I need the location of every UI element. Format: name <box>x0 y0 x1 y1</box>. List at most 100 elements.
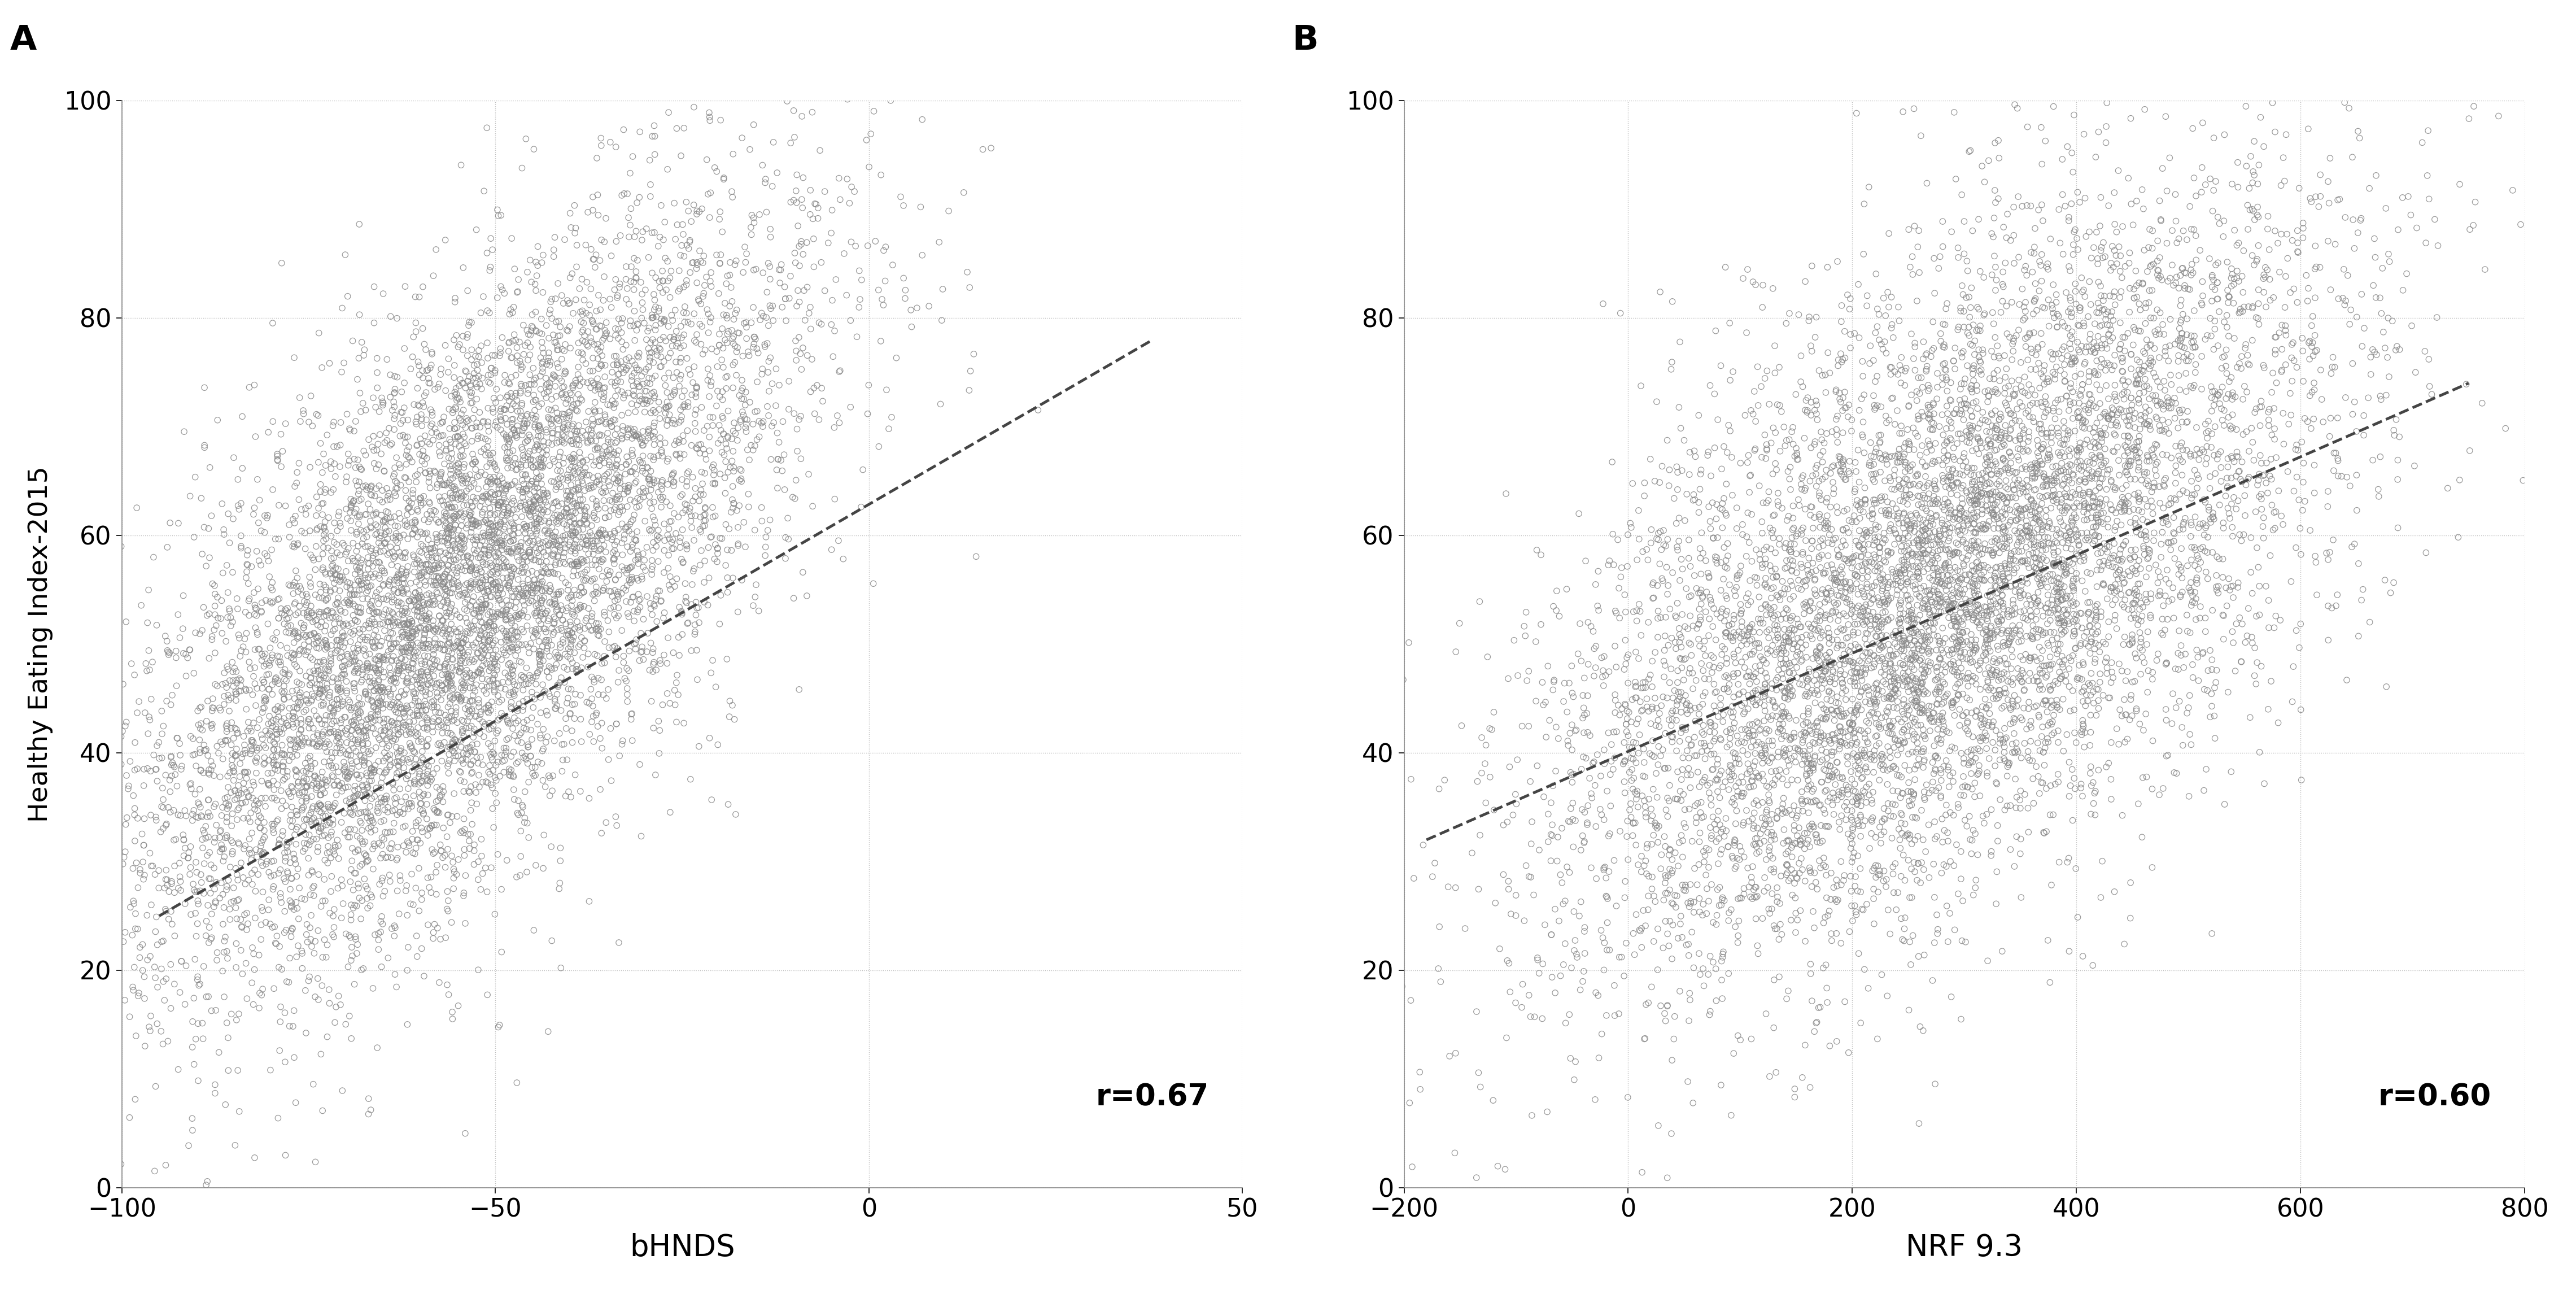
Point <box>2300 186 2342 206</box>
Point <box>448 382 489 402</box>
Point <box>245 506 286 526</box>
Point <box>433 534 474 555</box>
Point <box>1999 428 2040 449</box>
Point <box>544 433 585 454</box>
Point <box>1953 382 1994 402</box>
Point <box>2094 344 2136 365</box>
Point <box>350 704 392 725</box>
Point <box>330 734 371 755</box>
Point <box>1855 827 1896 848</box>
Point <box>1942 501 1984 521</box>
Point <box>2326 266 2367 286</box>
Point <box>379 801 420 822</box>
Point <box>1844 746 1886 766</box>
Point <box>572 731 613 752</box>
Point <box>363 391 404 412</box>
Point <box>384 641 425 662</box>
Point <box>1955 702 1996 722</box>
Point <box>1878 684 1919 704</box>
Point <box>474 654 515 675</box>
Point <box>1973 660 2014 681</box>
Point <box>600 382 641 402</box>
Point <box>1649 672 1690 693</box>
Point <box>1741 609 1783 630</box>
Point <box>234 908 276 929</box>
Point <box>289 637 330 658</box>
Point <box>1842 560 1883 580</box>
Point <box>2213 452 2254 472</box>
Point <box>1850 691 1891 712</box>
Point <box>544 526 585 547</box>
Point <box>312 415 353 436</box>
Point <box>2066 685 2107 706</box>
Point <box>2040 512 2081 533</box>
Point <box>438 557 479 578</box>
Point <box>2087 375 2128 396</box>
Point <box>1736 877 1777 898</box>
Point <box>1989 428 2030 449</box>
Point <box>1198 1240 1239 1260</box>
Point <box>556 655 598 676</box>
Point <box>1865 306 1906 326</box>
Point <box>2014 593 2056 614</box>
Point <box>518 488 559 508</box>
Point <box>309 698 350 719</box>
Point <box>559 617 600 637</box>
Point <box>1785 931 1826 952</box>
Point <box>1947 742 1989 762</box>
Point <box>1855 471 1896 491</box>
Point <box>1595 975 1636 996</box>
Point <box>1752 568 1793 588</box>
Point <box>1852 789 1893 810</box>
Point <box>348 658 389 679</box>
Point <box>1850 593 1891 614</box>
Point <box>443 534 484 555</box>
Point <box>412 644 453 664</box>
Point <box>1955 480 1996 501</box>
Point <box>605 270 647 290</box>
Point <box>582 328 623 348</box>
Point <box>1917 684 1958 704</box>
Point <box>1937 620 1978 641</box>
Point <box>443 433 484 454</box>
Point <box>549 459 590 480</box>
Point <box>2032 397 2074 418</box>
Point <box>757 459 799 480</box>
Point <box>1726 720 1767 740</box>
Point <box>1880 805 1922 826</box>
Point <box>1968 623 2009 644</box>
Point <box>147 640 188 660</box>
Point <box>618 450 659 471</box>
Point <box>1790 617 1832 637</box>
Point <box>420 364 461 384</box>
Point <box>1865 653 1906 673</box>
Point <box>1468 719 1510 739</box>
Point <box>500 497 541 517</box>
Point <box>2097 719 2138 739</box>
Point <box>301 724 343 744</box>
Point <box>1680 733 1721 753</box>
Point <box>443 726 484 747</box>
Point <box>337 731 379 752</box>
Point <box>2020 595 2061 615</box>
Point <box>613 375 654 396</box>
Point <box>636 537 677 557</box>
Point <box>435 604 477 624</box>
Point <box>1899 547 1940 568</box>
Point <box>461 771 502 792</box>
Point <box>2007 698 2048 719</box>
Point <box>407 565 448 586</box>
Point <box>1710 728 1752 748</box>
Point <box>289 412 330 432</box>
Point <box>479 531 520 552</box>
Point <box>425 230 466 250</box>
Point <box>2050 488 2092 508</box>
Point <box>556 401 598 422</box>
Point <box>1924 575 1965 596</box>
Point <box>1984 569 2025 590</box>
Point <box>2081 685 2123 706</box>
Point <box>1989 326 2030 347</box>
Point <box>1999 470 2040 490</box>
Point <box>62 1028 103 1049</box>
Point <box>469 488 510 508</box>
